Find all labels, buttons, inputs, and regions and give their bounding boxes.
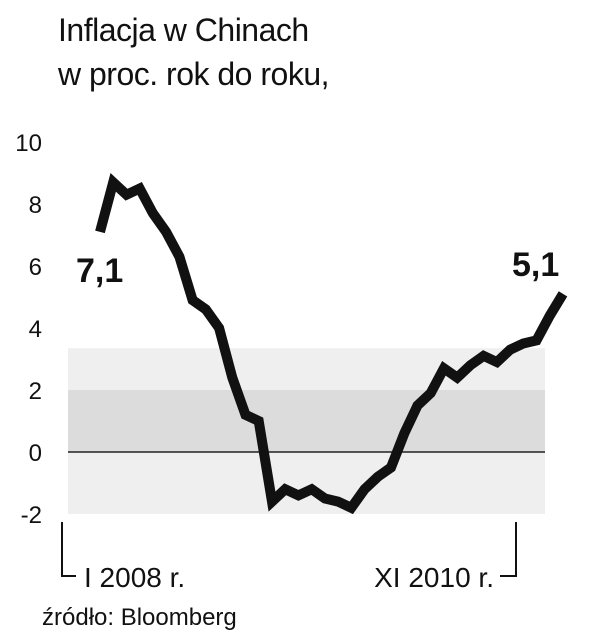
y-tick-label: 8 <box>29 192 42 219</box>
x-range-bracket-end <box>500 522 517 577</box>
source-note: źródło: Bloomberg <box>42 604 237 631</box>
series-line-cpi <box>95 172 568 515</box>
chart-title: Inflacja w Chinach w proc. rok do roku, <box>58 8 330 96</box>
y-tick-label: 10 <box>15 130 42 157</box>
band-negative <box>68 452 545 514</box>
chart-title-line2: w proc. rok do roku, <box>58 56 330 92</box>
y-tick-label: 2 <box>29 378 42 405</box>
x-label-end: XI 2010 r. <box>374 562 494 593</box>
x-range-bracket-start <box>61 522 76 577</box>
y-tick-label: -2 <box>21 502 42 529</box>
inflation-chart: 10 8 6 4 2 0 -2 I 2008 r. XI 2010 r. 7,1 5,1 <box>15 130 568 593</box>
first-value-label: 7,1 <box>76 252 123 290</box>
last-value-label: 5,1 <box>512 246 559 284</box>
y-tick-label: 0 <box>29 440 42 467</box>
x-label-start: I 2008 r. <box>84 562 185 593</box>
chart-title-line1: Inflacja w Chinach <box>58 12 309 48</box>
y-tick-label: 4 <box>29 316 42 343</box>
band-positive <box>68 390 545 452</box>
y-tick-label: 6 <box>29 254 42 281</box>
